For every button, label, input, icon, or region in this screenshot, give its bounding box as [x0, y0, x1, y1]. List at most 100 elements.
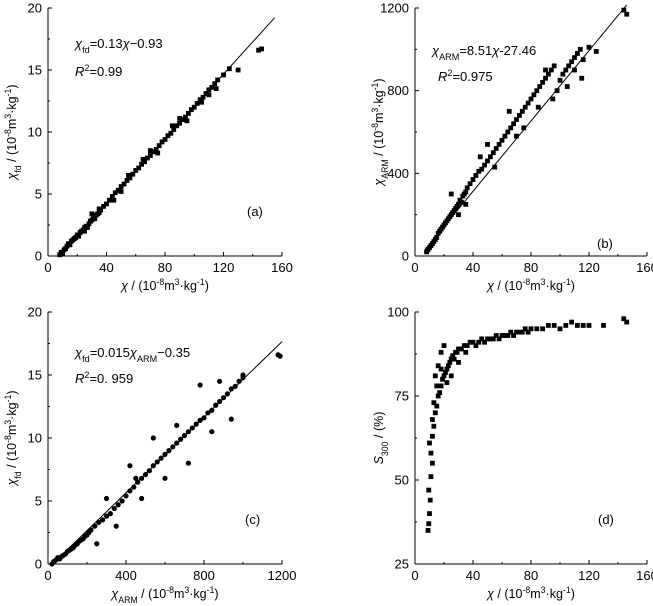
data-point	[434, 383, 440, 389]
data-point	[456, 201, 461, 207]
data-point	[557, 326, 563, 332]
data-point	[224, 391, 230, 397]
data-point	[586, 323, 592, 328]
data-point	[473, 343, 479, 348]
data-point	[485, 336, 490, 342]
r-squared-label: R2=0. 959	[75, 370, 133, 386]
data-point	[209, 429, 215, 435]
data-point	[470, 339, 476, 345]
x-tick-label: 0	[44, 568, 51, 583]
x-axis-label: χARM / (10-8m3·kg-1)	[110, 585, 218, 605]
data-point	[124, 177, 130, 183]
x-tick-label: 80	[524, 260, 538, 275]
data-point	[193, 421, 199, 427]
data-point	[174, 440, 180, 446]
data-point	[476, 339, 482, 345]
data-point	[473, 173, 479, 178]
data-point	[451, 356, 457, 362]
data-point	[139, 475, 145, 481]
data-point	[482, 339, 487, 345]
data-point	[232, 383, 238, 389]
data-point	[431, 423, 437, 429]
data-point	[213, 402, 219, 408]
data-point	[215, 77, 221, 83]
panel-a: 0 40 80 120 160 0 5 10 15 20 χ / (10-8m3·kg-1) χfd …	[3, 1, 293, 294]
data-point	[531, 92, 537, 98]
data-point	[154, 459, 160, 465]
data-point	[479, 336, 485, 342]
y-axis-label: S300 / (%)	[372, 412, 390, 465]
data-point	[517, 113, 522, 118]
data-point	[456, 346, 461, 352]
x-tick-label: 0	[44, 260, 51, 275]
data-point	[525, 100, 531, 106]
data-point	[127, 175, 133, 181]
data-point	[168, 130, 174, 136]
data-point	[111, 197, 117, 203]
data-point	[212, 81, 218, 87]
data-point	[206, 92, 212, 98]
data-point	[463, 189, 469, 195]
data-point	[92, 216, 98, 222]
data-point	[209, 84, 215, 90]
data-point	[96, 210, 102, 215]
data-point	[240, 372, 246, 378]
data-point	[450, 353, 456, 359]
data-point	[431, 400, 437, 406]
data-point	[454, 349, 460, 355]
data-point	[540, 326, 545, 332]
data-point	[467, 339, 473, 345]
data-point	[186, 111, 191, 116]
data-point	[438, 366, 444, 372]
data-point	[133, 168, 139, 173]
data-point	[171, 127, 177, 132]
data-point	[427, 497, 433, 503]
data-point	[203, 91, 209, 96]
data-point	[147, 153, 153, 158]
y-axis-label: χfd / (10-8m3·kg-1)	[3, 84, 23, 180]
data-point	[432, 410, 438, 416]
data-point	[115, 187, 121, 193]
data-point	[426, 487, 432, 493]
data-point	[194, 101, 200, 106]
regression-equation: χfd=0.015χARM−0.35	[74, 345, 190, 364]
data-point	[435, 363, 441, 369]
data-point	[197, 382, 203, 388]
panel-d: 0 40 80 120 160 25 50 75 100 χ / (10-8m3·kg-1) S30…	[372, 305, 653, 602]
data-point	[430, 417, 435, 422]
data-point	[432, 373, 438, 379]
data-point	[493, 333, 499, 338]
data-point	[140, 156, 146, 162]
data-point	[235, 67, 241, 73]
data-point	[514, 133, 519, 139]
data-point	[505, 333, 511, 338]
data-point	[115, 502, 121, 508]
data-point	[496, 336, 502, 342]
data-point	[200, 94, 206, 100]
data-point	[522, 104, 528, 110]
data-point	[170, 444, 176, 450]
data-point	[482, 162, 487, 168]
x-axis-label: χ / (10-8m3·kg-1)	[486, 277, 575, 293]
y-tick-label: 20	[28, 305, 42, 320]
data-point	[519, 108, 525, 114]
data-point	[112, 190, 118, 196]
data-point	[103, 495, 110, 502]
data-point	[506, 108, 512, 114]
data-point	[139, 495, 145, 502]
data-point	[569, 59, 574, 65]
data-point	[493, 146, 499, 151]
data-point	[438, 349, 444, 355]
data-point	[488, 154, 493, 160]
y-tick-label: 5	[35, 187, 42, 202]
data-point	[463, 349, 469, 355]
data-point	[438, 383, 444, 389]
data-point	[126, 173, 131, 178]
data-point	[158, 455, 164, 461]
data-point	[560, 71, 566, 77]
data-point	[118, 184, 124, 189]
y-tick-label: 15	[28, 63, 42, 78]
x-tick-label: 120	[578, 568, 600, 583]
data-point	[199, 99, 204, 105]
data-point	[96, 519, 102, 526]
